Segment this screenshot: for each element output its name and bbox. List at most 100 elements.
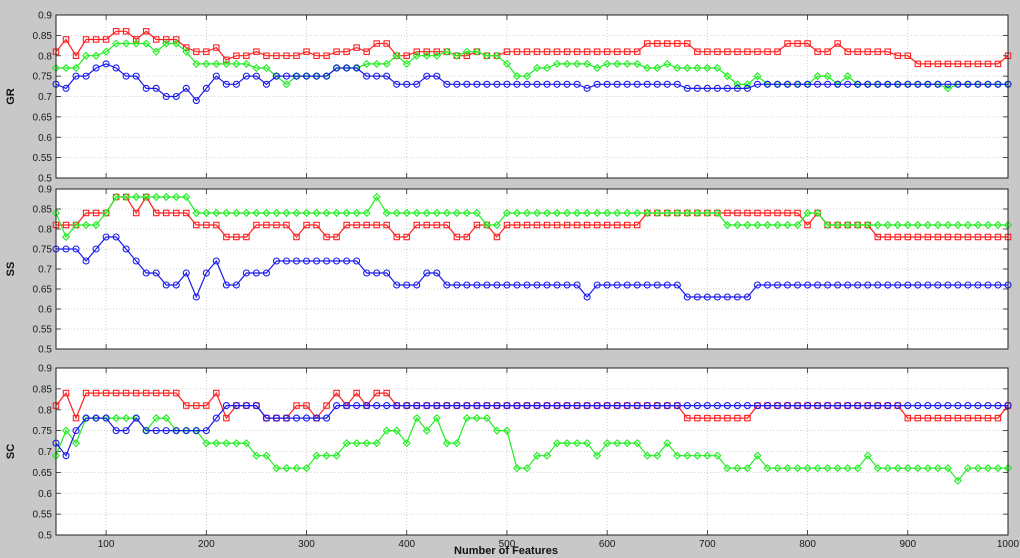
data-point (71, 63, 81, 73)
y-tick-label: 0.55 (33, 325, 53, 336)
data-point (183, 44, 190, 51)
plot-area (56, 15, 1008, 178)
data-point (553, 221, 561, 229)
data-point (734, 209, 741, 217)
data-point (263, 221, 270, 229)
data-point (904, 52, 912, 59)
data-point (312, 208, 321, 218)
data-point (152, 192, 161, 202)
data-point (333, 64, 341, 72)
data-point (573, 48, 581, 55)
data-point (744, 48, 751, 55)
data-point (783, 281, 792, 289)
data-point (994, 281, 1002, 289)
data-point (723, 72, 732, 81)
data-point (122, 389, 130, 397)
y-tick-label: 0.75 (33, 426, 53, 437)
data-point (333, 233, 340, 241)
data-point (663, 439, 672, 448)
data-point (72, 52, 80, 59)
data-point (984, 281, 992, 289)
data-point (463, 233, 471, 241)
data-point (532, 208, 542, 218)
data-point (473, 221, 481, 229)
data-point (713, 293, 721, 301)
data-point (152, 209, 160, 217)
data-point (542, 451, 552, 460)
data-point (713, 63, 722, 73)
data-point (924, 414, 932, 422)
data-point (323, 257, 331, 265)
data-point (603, 439, 612, 448)
data-point (613, 221, 621, 229)
data-point (122, 72, 130, 80)
data-point (804, 402, 812, 410)
data-point (423, 402, 431, 410)
data-point (323, 414, 331, 422)
data-point (403, 52, 410, 59)
data-point (783, 464, 792, 473)
data-point (773, 281, 782, 289)
data-point (774, 48, 781, 55)
data-point (503, 48, 511, 55)
data-point (613, 208, 622, 218)
data-point (724, 414, 731, 422)
x-tick-label: 200 (198, 539, 215, 550)
data-point (493, 402, 501, 410)
data-point (903, 464, 912, 473)
data-point (924, 281, 932, 289)
data-point (533, 281, 541, 289)
data-point (513, 221, 521, 229)
data-point (383, 72, 391, 80)
data-point (814, 48, 821, 55)
series-diamond (51, 192, 1013, 242)
data-point (844, 281, 852, 289)
data-point (383, 40, 390, 47)
data-point (282, 257, 291, 265)
data-point (513, 281, 521, 289)
data-point (944, 414, 952, 422)
data-point (513, 48, 521, 55)
series-diamond (51, 39, 1013, 93)
data-point (593, 221, 601, 229)
x-tick-label: 300 (298, 539, 315, 550)
data-point (203, 402, 210, 409)
data-point (232, 281, 240, 289)
data-point (753, 72, 762, 81)
data-point (152, 269, 160, 277)
data-point (442, 47, 451, 56)
data-point (714, 414, 721, 422)
data-point (333, 48, 340, 55)
data-point (763, 464, 772, 473)
data-point (412, 51, 421, 60)
data-point (332, 208, 341, 218)
data-point (603, 48, 611, 55)
data-point (704, 48, 711, 55)
data-point (733, 84, 741, 92)
data-point (192, 293, 200, 301)
data-point (823, 464, 832, 473)
data-point (312, 257, 321, 265)
data-point (472, 414, 481, 423)
data-point (583, 59, 592, 68)
y-tick-label: 0.7 (38, 265, 52, 276)
data-point (403, 281, 411, 289)
x-tick-label: 900 (899, 539, 916, 550)
panel-sc: 0.5 0.55 0.6 0.65 0.7 0.75 0.8 0.85 0.9 100 200 300… (5, 364, 1020, 551)
data-point (172, 281, 180, 289)
data-point (824, 402, 832, 410)
data-point (784, 209, 791, 217)
data-point (173, 389, 180, 397)
data-point (262, 208, 271, 218)
data-point (553, 48, 561, 55)
data-point (412, 414, 421, 423)
data-point (824, 80, 832, 88)
data-point (192, 97, 200, 105)
data-point (684, 40, 691, 47)
data-point (432, 208, 441, 218)
data-point (743, 220, 752, 230)
data-point (242, 439, 251, 448)
data-point (302, 72, 311, 80)
data-point (552, 59, 562, 68)
data-point (162, 92, 170, 101)
